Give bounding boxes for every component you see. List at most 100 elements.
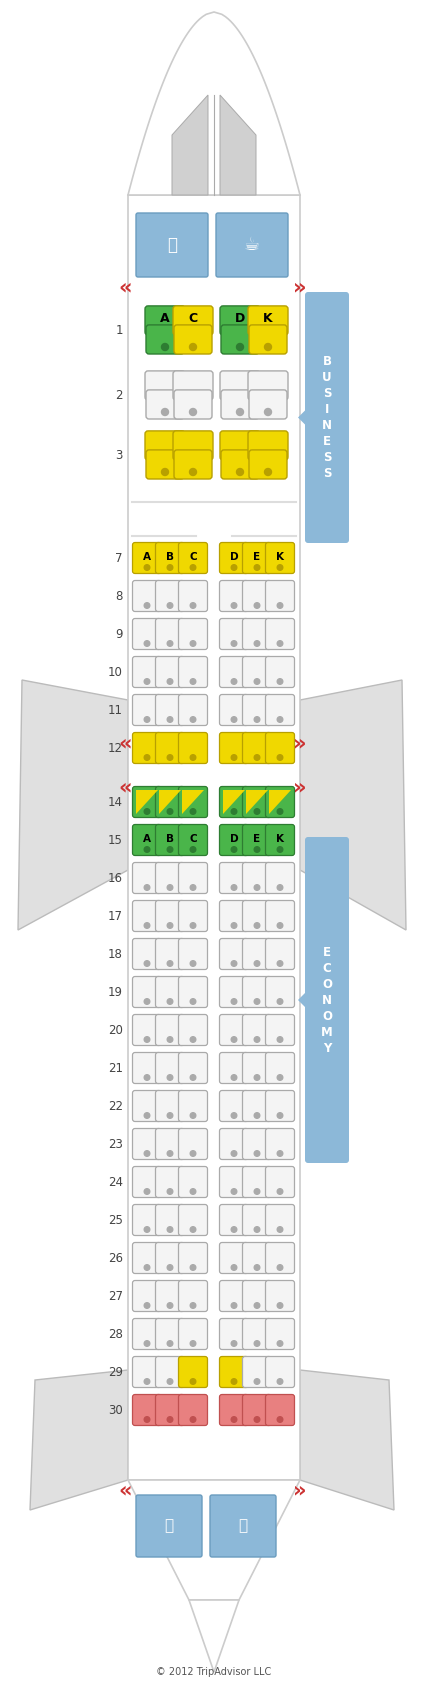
Circle shape (144, 1379, 150, 1384)
Polygon shape (136, 790, 158, 813)
Circle shape (277, 1340, 283, 1346)
Circle shape (254, 679, 260, 684)
Polygon shape (128, 12, 300, 195)
Circle shape (231, 1416, 237, 1423)
FancyBboxPatch shape (266, 862, 295, 894)
Circle shape (231, 603, 237, 608)
FancyBboxPatch shape (219, 1091, 249, 1122)
FancyBboxPatch shape (133, 901, 162, 931)
Circle shape (277, 1150, 283, 1157)
Text: C: C (189, 834, 197, 844)
Circle shape (144, 754, 150, 759)
FancyBboxPatch shape (266, 1394, 295, 1425)
Circle shape (190, 1113, 196, 1118)
Circle shape (190, 409, 196, 416)
Text: B: B (166, 552, 174, 562)
Circle shape (254, 1416, 260, 1423)
Circle shape (144, 1416, 150, 1423)
Text: 18: 18 (108, 948, 123, 960)
Text: «: « (118, 776, 132, 797)
Text: »: » (293, 733, 307, 753)
FancyBboxPatch shape (219, 977, 249, 1007)
Circle shape (254, 564, 260, 571)
FancyBboxPatch shape (266, 1167, 295, 1197)
FancyBboxPatch shape (173, 306, 213, 335)
FancyBboxPatch shape (221, 325, 259, 354)
Text: 20: 20 (108, 1024, 123, 1036)
FancyBboxPatch shape (156, 1128, 184, 1160)
Text: 19: 19 (108, 985, 123, 999)
Circle shape (231, 923, 237, 928)
Circle shape (231, 1379, 237, 1384)
FancyBboxPatch shape (178, 786, 207, 817)
Circle shape (190, 603, 196, 608)
Circle shape (231, 754, 237, 759)
Circle shape (277, 1379, 283, 1384)
Text: E: E (253, 834, 261, 844)
Polygon shape (189, 1600, 239, 1672)
FancyBboxPatch shape (243, 1128, 272, 1160)
Circle shape (144, 564, 150, 571)
Text: 30: 30 (108, 1403, 123, 1416)
FancyBboxPatch shape (221, 450, 259, 478)
Circle shape (277, 923, 283, 928)
Circle shape (144, 1074, 150, 1081)
FancyBboxPatch shape (156, 657, 184, 687)
Text: 12: 12 (108, 741, 123, 754)
FancyBboxPatch shape (266, 1014, 295, 1046)
FancyBboxPatch shape (156, 1243, 184, 1273)
FancyBboxPatch shape (178, 618, 207, 650)
FancyBboxPatch shape (156, 1357, 184, 1388)
Circle shape (190, 808, 196, 815)
FancyBboxPatch shape (243, 1394, 272, 1425)
Text: 14: 14 (108, 795, 123, 808)
FancyBboxPatch shape (243, 1167, 272, 1197)
Circle shape (254, 847, 260, 852)
Text: «: « (118, 276, 132, 296)
Circle shape (231, 1226, 237, 1233)
Text: 21: 21 (108, 1061, 123, 1074)
Text: »: » (293, 776, 307, 797)
Circle shape (190, 1074, 196, 1081)
Text: 1: 1 (116, 323, 123, 337)
Circle shape (254, 884, 260, 891)
FancyBboxPatch shape (219, 1052, 249, 1083)
FancyBboxPatch shape (219, 657, 249, 687)
Circle shape (254, 603, 260, 608)
Circle shape (231, 847, 237, 852)
Text: 25: 25 (108, 1214, 123, 1226)
Polygon shape (300, 680, 406, 930)
Circle shape (264, 409, 272, 416)
FancyBboxPatch shape (266, 1357, 295, 1388)
Circle shape (144, 1189, 150, 1194)
FancyBboxPatch shape (133, 1128, 162, 1160)
FancyBboxPatch shape (219, 825, 249, 855)
FancyBboxPatch shape (178, 733, 207, 763)
Text: 7: 7 (116, 551, 123, 564)
Circle shape (190, 1150, 196, 1157)
FancyBboxPatch shape (219, 733, 249, 763)
FancyBboxPatch shape (133, 1167, 162, 1197)
FancyBboxPatch shape (133, 1394, 162, 1425)
Circle shape (167, 1113, 173, 1118)
Circle shape (277, 603, 283, 608)
Circle shape (231, 960, 237, 967)
FancyBboxPatch shape (305, 837, 349, 1164)
Polygon shape (128, 195, 300, 1480)
Circle shape (264, 468, 272, 475)
FancyBboxPatch shape (156, 733, 184, 763)
Circle shape (190, 923, 196, 928)
FancyBboxPatch shape (249, 325, 287, 354)
Polygon shape (182, 790, 204, 813)
Circle shape (190, 754, 196, 759)
Text: 26: 26 (108, 1251, 123, 1265)
Circle shape (190, 1226, 196, 1233)
FancyBboxPatch shape (156, 938, 184, 970)
Circle shape (277, 1189, 283, 1194)
FancyBboxPatch shape (243, 733, 272, 763)
Circle shape (277, 1303, 283, 1308)
Text: «: « (118, 1480, 132, 1500)
FancyBboxPatch shape (178, 862, 207, 894)
Circle shape (167, 1037, 173, 1042)
FancyBboxPatch shape (219, 938, 249, 970)
